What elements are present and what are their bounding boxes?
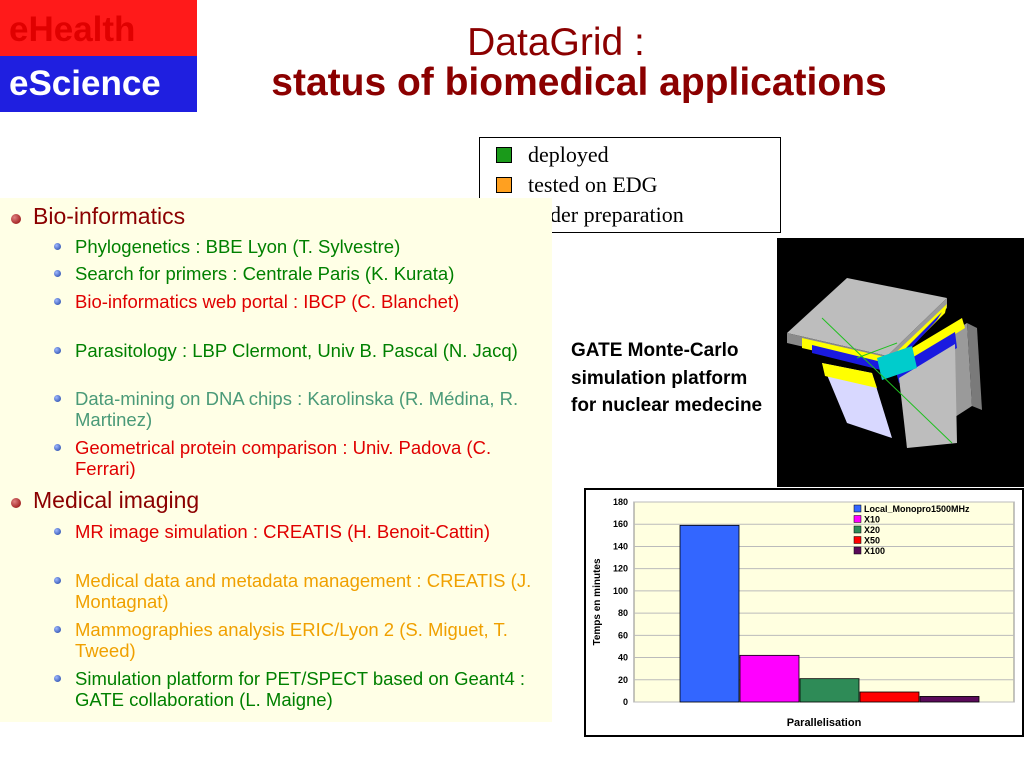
legend-entry: Local_Monopro1500MHz — [864, 504, 970, 514]
bar-x20 — [799, 678, 860, 703]
y-tick-label: 60 — [618, 630, 628, 640]
bullet-icon — [54, 626, 61, 633]
legend-label: tested on EDG — [528, 172, 658, 197]
item-text: Bio-informatics web portal : IBCP (C. Bl… — [75, 291, 460, 312]
legend-swatch — [853, 525, 862, 534]
detector-module-top — [787, 278, 947, 356]
bar-x100 — [919, 696, 980, 703]
legend-label: deployed — [528, 142, 609, 167]
y-tick-label: 140 — [613, 541, 628, 551]
y-tick-label: 160 — [613, 519, 628, 529]
item-text: MR image simulation : CREATIS (H. Benoit… — [75, 521, 490, 542]
y-tick-label: 100 — [613, 586, 628, 596]
item-text: Parasitology : LBP Clermont, Univ B. Pas… — [75, 340, 518, 361]
bullet-icon — [54, 577, 61, 584]
y-tick-label: 0 — [623, 697, 628, 707]
applications-list: Bio-informatics Phylogenetics : BBE Lyon… — [0, 198, 552, 722]
item-text: Geometrical protein comparison : Univ. P… — [75, 437, 492, 479]
section-heading: Bio-informatics — [33, 203, 186, 229]
x-axis-label: Parallelisation — [787, 717, 862, 729]
legend-entry: X10 — [864, 515, 880, 525]
bullet-icon — [11, 214, 21, 224]
legend-entry: X20 — [864, 525, 880, 535]
legend-entry: X100 — [864, 546, 885, 556]
legend-row-deployed: deployed — [496, 142, 609, 167]
legend-label: under preparation — [528, 202, 684, 227]
y-tick-label: 180 — [613, 497, 628, 507]
legend-row-tested: tested on EDG — [496, 172, 658, 197]
bar-local_monopro1500mhz — [679, 524, 740, 703]
item-text: Medical data and metadata management : C… — [75, 570, 532, 612]
bullet-icon — [54, 270, 61, 277]
status-legend: deployed tested on EDG under preparation — [479, 137, 781, 233]
bar-chart: 0 20 40 60 80 100 120 140 160 180 Temps en minute… — [592, 497, 1015, 729]
legend-swatch — [853, 536, 862, 544]
y-tick-label: 40 — [618, 653, 628, 663]
bullet-icon — [54, 675, 61, 682]
item-text: Phylogenetics : BBE Lyon (T. Sylvestre) — [75, 236, 401, 257]
bullet-icon — [54, 395, 61, 402]
bullet-icon — [11, 498, 21, 508]
legend-swatch — [853, 504, 862, 513]
simulation-render — [777, 238, 1024, 487]
timing-chart: 0 20 40 60 80 100 120 140 160 180 Temps en minute… — [584, 488, 1024, 737]
section-heading: Medical imaging — [33, 487, 200, 513]
title-line-2: status of biomedical applications — [271, 60, 887, 104]
gate-caption: GATE Monte-Carlo simulation platform for… — [571, 340, 763, 416]
item-text: Simulation platform for PET/SPECT based … — [75, 668, 526, 710]
deployed-swatch — [496, 147, 512, 163]
bullet-icon — [54, 444, 61, 451]
y-tick-label: 20 — [618, 675, 628, 685]
bullet-icon — [54, 528, 61, 535]
source-volume — [877, 346, 917, 380]
bar-x10 — [739, 654, 800, 703]
title-line-1: DataGrid : — [467, 21, 645, 64]
slide-title: DataGrid : status of biomedical applicat… — [200, 20, 1024, 114]
tested-swatch — [496, 177, 512, 193]
legend-entry: X50 — [864, 536, 880, 546]
ehealth-badge: eHealth — [0, 0, 197, 56]
item-text: Mammographies analysis ERIC/Lyon 2 (S. M… — [75, 619, 508, 661]
item-text: Search for primers : Centrale Paris (K. … — [75, 263, 455, 284]
item-text: Data-mining on DNA chips : Karolinska (R… — [75, 388, 519, 430]
bullet-icon — [54, 298, 61, 305]
escience-badge: eScience — [0, 56, 197, 112]
bullet-icon — [54, 347, 61, 354]
bullet-icon — [54, 243, 61, 250]
bar-x50 — [859, 691, 920, 703]
y-axis-label: Temps en minutes — [592, 558, 603, 645]
y-tick-label: 120 — [613, 564, 628, 574]
gate-simulation-image — [777, 238, 1024, 487]
legend-swatch — [853, 515, 862, 523]
y-tick-label: 80 — [618, 608, 628, 618]
legend-swatch — [853, 546, 862, 555]
